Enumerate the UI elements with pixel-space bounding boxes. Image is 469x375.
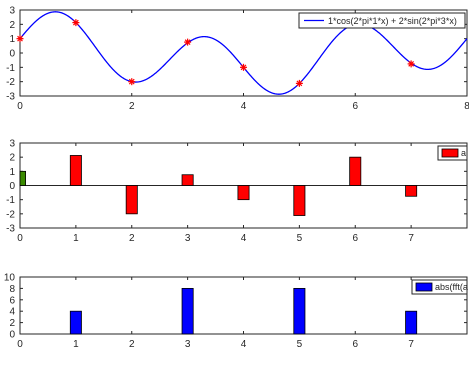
y-tick-label: -3	[6, 224, 15, 235]
sample-marker	[184, 38, 192, 46]
legend-swatch	[441, 148, 459, 158]
x-tick-label: 1	[73, 233, 79, 244]
y-tick-label: 1	[9, 34, 15, 45]
axes-2: -3 -2 -1 0 1 2 3 0 1 2 3 4 5 6 7 a	[6, 139, 468, 244]
bar	[69, 155, 82, 186]
bar	[19, 170, 26, 186]
x-tick-label: 4	[241, 101, 247, 112]
bar	[125, 185, 138, 215]
bar	[181, 174, 194, 186]
x-tick-label: 0	[17, 101, 23, 112]
y-tick-label: 3	[9, 139, 15, 150]
x-tick-label: 3	[185, 233, 191, 244]
x-tick-label: 7	[408, 233, 414, 244]
y-tick-label: 0	[9, 330, 15, 341]
y-tick-label: 2	[9, 153, 15, 164]
y-tick-label: 0	[9, 181, 15, 192]
y-tick-label: 10	[4, 273, 16, 284]
x-tick-label: 5	[297, 339, 303, 350]
y-tick-label: -2	[6, 209, 15, 220]
sample-marker	[295, 79, 303, 87]
sample-marker	[240, 63, 247, 71]
legend: abs(fft(a	[411, 279, 468, 295]
x-tick-label: 5	[297, 233, 303, 244]
bar	[293, 287, 306, 335]
x-tick-label: 2	[129, 339, 135, 350]
y-tick-label: -1	[6, 195, 15, 206]
x-tick-label: 0	[17, 233, 23, 244]
legend: a	[437, 145, 468, 161]
x-tick-label: 3	[185, 339, 191, 350]
y-tick-label: 2	[9, 318, 15, 329]
legend-label: abs(fft(a	[435, 282, 468, 292]
sample-marker	[407, 60, 415, 68]
x-tick-label: 0	[17, 339, 23, 350]
bar	[293, 185, 306, 216]
y-tick-label: 4	[9, 307, 15, 318]
bar	[181, 287, 194, 335]
y-tick-label: -2	[6, 77, 15, 88]
x-tick-label: 1	[73, 339, 79, 350]
bar	[237, 185, 250, 201]
x-tick-label: 6	[352, 233, 358, 244]
y-tick-label: 0	[9, 49, 15, 60]
sample-marker	[72, 19, 80, 27]
y-tick-label: 3	[9, 6, 15, 17]
y-tick-label: 6	[9, 295, 15, 306]
legend-swatch	[415, 282, 433, 292]
y-tick-label: 2	[9, 20, 15, 31]
legend: 1*cos(2*pi*1*x) + 2*sin(2*pi*3*x)	[298, 12, 466, 29]
axes-1: -3 -2 -1 0 1 2 3 0 2 4 6 8 1*cos(2*pi*1*x) + 2*sin(2…	[6, 6, 469, 113]
y-tick-label: 8	[9, 284, 15, 295]
legend-box	[298, 12, 466, 29]
x-tick-label: 7	[408, 339, 414, 350]
bar	[69, 310, 82, 335]
x-tick-label: 4	[241, 339, 247, 350]
y-tick-label: 1	[9, 167, 15, 178]
x-tick-label: 8	[464, 101, 469, 112]
x-tick-label: 6	[352, 101, 358, 112]
y-tick-label: -1	[6, 63, 15, 74]
x-tick-label: 2	[129, 233, 135, 244]
bar	[349, 156, 362, 186]
plot-frame	[19, 276, 468, 335]
x-tick-label: 6	[352, 339, 358, 350]
x-tick-label: 4	[241, 233, 247, 244]
sample-marker	[128, 78, 136, 86]
legend-label: a	[461, 148, 466, 158]
legend-label: 1*cos(2*pi*1*x) + 2*sin(2*pi*3*x)	[328, 16, 457, 26]
y-tick-label: -3	[6, 92, 15, 103]
x-tick-label: 2	[129, 101, 135, 112]
bar	[405, 310, 418, 335]
sample-marker	[16, 35, 24, 43]
bar	[405, 185, 418, 197]
